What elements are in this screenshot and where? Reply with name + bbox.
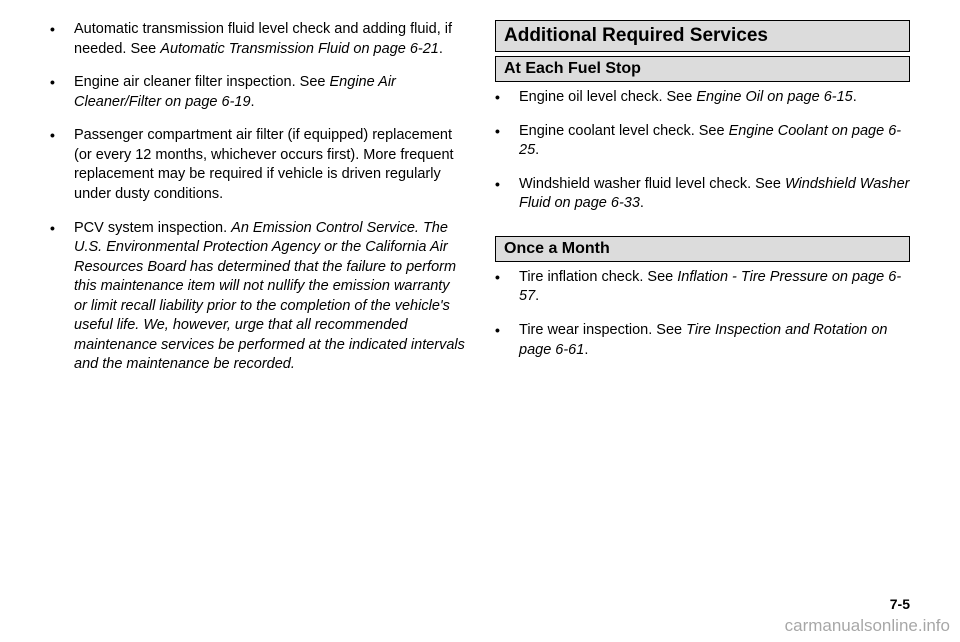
bullet-text: Tire inflation check. See Inflation - Ti… (519, 268, 910, 307)
subsection-header: At Each Fuel Stop (495, 56, 910, 82)
left-column: • Automatic transmission fluid level che… (50, 20, 465, 389)
text-plain: Tire inflation check. See (519, 269, 677, 285)
bullet-text: Engine coolant level check. See Engine C… (519, 122, 910, 161)
page-columns: • Automatic transmission fluid level che… (50, 20, 910, 389)
text-plain: Windshield washer fluid level check. See (519, 176, 785, 192)
list-item: • Engine coolant level check. See Engine… (495, 122, 910, 161)
bullet-text: Passenger compartment air filter (if equ… (74, 126, 465, 204)
text-plain: Passenger compartment air filter (if equ… (74, 127, 454, 202)
bullet-icon: • (495, 175, 519, 214)
text-plain: PCV system inspection. (74, 220, 231, 236)
bullet-text: Tire wear inspection. See Tire Inspectio… (519, 321, 910, 360)
bullet-icon: • (495, 321, 519, 360)
list-item: • Tire wear inspection. See Tire Inspect… (495, 321, 910, 360)
bullet-icon: • (495, 122, 519, 161)
text-italic: Automatic Transmission Fluid on page 6-2… (160, 41, 439, 57)
text-plain: Engine coolant level check. See (519, 123, 729, 139)
fuel-stop-list: • Engine oil level check. See Engine Oil… (495, 88, 910, 214)
watermark: carmanualsonline.info (785, 616, 950, 636)
bullet-icon: • (50, 126, 74, 204)
list-item: • Tire inflation check. See Inflation - … (495, 268, 910, 307)
bullet-icon: • (495, 88, 519, 108)
list-item: • PCV system inspection. An Emission Con… (50, 219, 465, 376)
text-italic: An Emission Control Service. The U.S. En… (74, 220, 465, 373)
list-item: • Windshield washer fluid level check. S… (495, 175, 910, 214)
page-number: 7-5 (890, 596, 910, 612)
bullet-icon: • (50, 73, 74, 112)
list-item: • Automatic transmission fluid level che… (50, 20, 465, 59)
section-header: Additional Required Services (495, 20, 910, 52)
bullet-icon: • (50, 219, 74, 376)
bullet-text: Windshield washer fluid level check. See… (519, 175, 910, 214)
text-plain: Tire wear inspection. See (519, 322, 686, 338)
bullet-text: Automatic transmission fluid level check… (74, 20, 465, 59)
text-plain: . (251, 94, 255, 110)
text-plain: . (535, 142, 539, 158)
bullet-text: Engine oil level check. See Engine Oil o… (519, 88, 910, 108)
bullet-icon: • (50, 20, 74, 59)
bullet-icon: • (495, 268, 519, 307)
list-item: • Engine air cleaner filter inspection. … (50, 73, 465, 112)
text-plain: . (535, 288, 539, 304)
list-item: • Engine oil level check. See Engine Oil… (495, 88, 910, 108)
left-bullet-list: • Automatic transmission fluid level che… (50, 20, 465, 375)
bullet-text: PCV system inspection. An Emission Contr… (74, 219, 465, 376)
subsection-header: Once a Month (495, 236, 910, 262)
bullet-text: Engine air cleaner filter inspection. Se… (74, 73, 465, 112)
text-italic: Engine Oil on page 6-15 (696, 89, 852, 105)
text-plain: . (640, 195, 644, 211)
list-item: • Passenger compartment air filter (if e… (50, 126, 465, 204)
text-plain: . (853, 89, 857, 105)
text-plain: . (439, 41, 443, 57)
text-plain: Engine oil level check. See (519, 89, 696, 105)
once-a-month-list: • Tire inflation check. See Inflation - … (495, 268, 910, 360)
text-plain: Engine air cleaner filter inspection. Se… (74, 74, 330, 90)
text-plain: . (584, 342, 588, 358)
right-column: Additional Required Services At Each Fue… (495, 20, 910, 389)
